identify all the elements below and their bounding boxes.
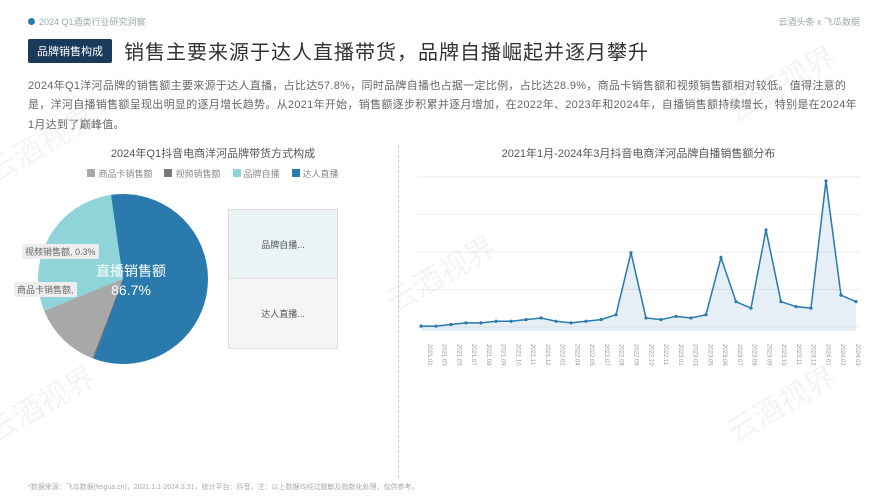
footnote: *数据来源：飞瓜数据(feigua.cn)，2021.1.1-2024.3.31… [28, 482, 860, 492]
pie-callout-2: 商品卡销售额, [14, 282, 77, 297]
line-title: 2021年1月-2024年3月抖音电商洋河品牌自播销售额分布 [417, 145, 860, 161]
pie-legend: 商品卡销售额视频销售额品牌自播达人直播 [28, 167, 398, 180]
header-right: 云酒头条 x 飞瓜数据 [778, 15, 860, 28]
stack-bars: 品牌自播...达人直播... [228, 209, 338, 349]
body-paragraph: 2024年Q1洋河品牌的销售额主要来源于达人直播，占比达57.8%，同时品牌自播… [28, 77, 860, 135]
pie-center-label: 直播销售额86.7% [96, 262, 166, 301]
line-chart [417, 167, 860, 337]
page-title: 销售主要来源于达人直播带货，品牌自播崛起并逐月攀升 [124, 36, 649, 65]
x-axis-labels: 2021.012021.032021.052021.072021.082021.… [417, 344, 860, 372]
section-badge: 品牌销售构成 [28, 39, 112, 63]
line-panel: 2021年1月-2024年3月抖音电商洋河品牌自播销售额分布 2021.0120… [398, 145, 860, 478]
pie-panel: 2024年Q1抖音电商洋河品牌带货方式构成 商品卡销售额视频销售额品牌自播达人直… [28, 145, 398, 478]
pie-title: 2024年Q1抖音电商洋河品牌带货方式构成 [28, 145, 398, 161]
header-bar: 2024 Q1酒类行业研究洞察 云酒头条 x 飞瓜数据 [28, 14, 860, 28]
pie-callout-1: 视频销售额, 0.3% [22, 244, 99, 259]
header-left: 2024 Q1酒类行业研究洞察 [39, 15, 146, 28]
